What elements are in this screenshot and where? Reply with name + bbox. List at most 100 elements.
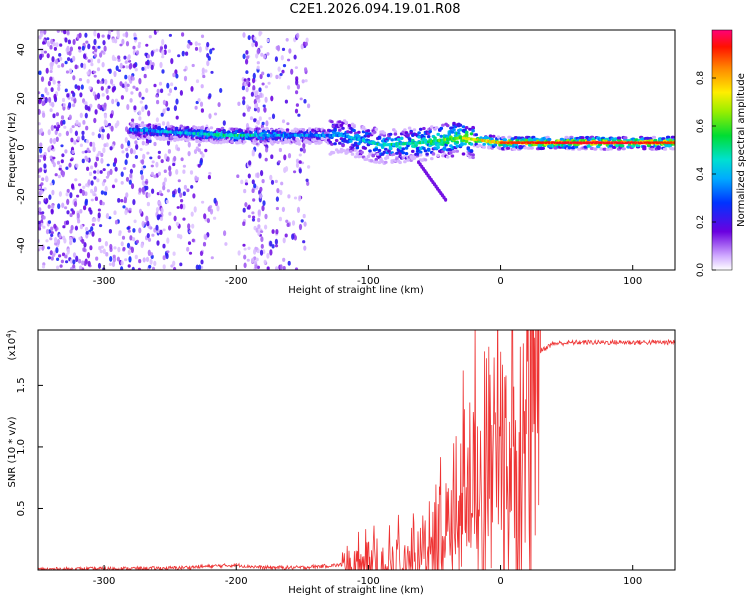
spectrogram-noise-cell bbox=[68, 102, 72, 109]
spectrogram-ridge-cell bbox=[412, 128, 417, 132]
spectrogram-noise-cell bbox=[197, 148, 201, 153]
snr-x-ticks: -300 -200 -100 0 100 bbox=[93, 565, 642, 587]
spectrogram-ridge-cell bbox=[399, 136, 404, 140]
spectrogram-y-tick-label: 0 bbox=[16, 144, 27, 150]
spectrogram-noise-cell bbox=[265, 120, 269, 127]
spectrogram-noise-cell bbox=[122, 246, 126, 251]
spectrogram-noise-cell bbox=[143, 73, 147, 79]
spectrogram-noise-cell bbox=[141, 186, 145, 193]
spectrogram-ridge-cell bbox=[392, 152, 396, 156]
spectrogram-noise-cell bbox=[167, 149, 171, 154]
spectrogram-ridge-cell bbox=[155, 137, 160, 141]
spectrogram-noise-cell bbox=[188, 251, 193, 255]
spectrogram-ridge-cell bbox=[487, 146, 491, 150]
spectrogram-noise-cell bbox=[132, 237, 136, 242]
spectrogram-noise-cell bbox=[120, 199, 124, 203]
spectrogram-ridge-cell bbox=[252, 141, 256, 145]
spectrogram-x-tick-label: -100 bbox=[357, 276, 380, 287]
spectrogram-ridge-cell bbox=[469, 149, 474, 153]
spectrogram-ridge-cell bbox=[195, 139, 199, 143]
spectrogram-noise-cell bbox=[189, 170, 194, 175]
spectrogram-ridge-cell bbox=[564, 135, 569, 139]
spectrogram-noise-cell bbox=[74, 225, 78, 231]
spectrogram-noise-cell bbox=[127, 264, 131, 268]
spectrogram-noise-cell bbox=[90, 62, 94, 67]
spectrogram-noise-cell bbox=[253, 248, 257, 255]
spectrogram-noise-cell bbox=[260, 170, 264, 177]
spectrogram-noise-cell bbox=[295, 158, 300, 164]
spectrogram-noise-cell bbox=[69, 192, 73, 199]
spectrogram-ridge-cell bbox=[363, 146, 368, 150]
spectrogram-ridge-cell bbox=[670, 147, 675, 151]
spectrogram-noise-cell bbox=[153, 174, 157, 179]
spectrogram-noise-cell bbox=[168, 88, 173, 94]
spectrogram-ridge-cell bbox=[341, 144, 345, 148]
spectrogram-ridge-cell bbox=[330, 120, 334, 124]
spectrogram-noise-cell bbox=[252, 72, 256, 80]
spectrogram-noise-cell bbox=[50, 209, 54, 215]
spectrogram-noise-cell bbox=[201, 200, 205, 204]
spectrogram-noise-cell bbox=[102, 40, 106, 46]
spectrogram-noise-cell bbox=[38, 185, 41, 190]
spectrogram-ridge-cell bbox=[471, 153, 475, 157]
spectrogram-ridge-cell bbox=[423, 158, 428, 162]
spectrogram-noise-cell bbox=[120, 260, 124, 266]
spectrogram-noise-cell bbox=[139, 148, 143, 151]
spectrogram-noise-cell bbox=[252, 215, 256, 219]
spectrogram-noise-cell bbox=[162, 99, 166, 105]
spectrogram-noise-cell bbox=[126, 104, 130, 110]
spectrogram-noise-cell bbox=[134, 68, 138, 72]
spectrogram-noise-cell bbox=[81, 238, 85, 244]
spectrogram-noise-cell bbox=[294, 267, 299, 270]
spectrogram-ridge-cell bbox=[339, 123, 344, 127]
spectrogram-ridge-cell bbox=[439, 126, 444, 130]
spectrogram-noise-cell bbox=[146, 54, 151, 59]
spectrogram-noise-cell bbox=[141, 106, 145, 113]
spectrogram-noise-cell bbox=[69, 240, 73, 246]
spectrogram-noise-cell bbox=[262, 200, 266, 206]
spectrogram-noise-cell bbox=[157, 171, 161, 176]
spectrogram-noise-cell bbox=[280, 55, 284, 61]
spectrogram-noise-cell bbox=[293, 235, 297, 241]
spectrogram-noise-cell bbox=[97, 58, 101, 64]
spectrogram-noise-cell bbox=[49, 237, 53, 241]
spectrogram-noise-cell bbox=[183, 75, 188, 82]
spectrogram-noise-cell bbox=[249, 116, 254, 121]
spectrogram-ridge-cell bbox=[242, 140, 247, 144]
spectrogram-noise-cell bbox=[158, 81, 163, 86]
spectrogram-noise-cell bbox=[80, 62, 84, 68]
spectrogram-noise-cell bbox=[306, 181, 310, 186]
spectrogram-noise-cell bbox=[219, 88, 223, 93]
spectrogram-ridge-cell bbox=[608, 147, 614, 151]
spectrogram-noise-cell bbox=[302, 148, 306, 154]
spectrogram-noise-cell bbox=[182, 191, 186, 196]
spectrogram-noise-cell bbox=[125, 31, 129, 38]
spectrogram-noise-cell bbox=[173, 105, 177, 112]
spectrogram-noise-cell bbox=[284, 233, 288, 238]
spectrogram-noise-cell bbox=[42, 225, 46, 229]
spectrogram-noise-cell bbox=[204, 69, 208, 73]
colorbar-tick-label: 0.8 bbox=[696, 71, 706, 86]
spectrogram-noise-cell bbox=[111, 98, 115, 105]
spectrogram-noise-cell bbox=[65, 192, 69, 197]
spectrogram-ridge-cell bbox=[352, 128, 356, 133]
spectrogram-noise-cell bbox=[95, 256, 99, 261]
spectrogram-ridge-cell bbox=[350, 146, 355, 150]
spectrogram-noise-cell bbox=[117, 69, 122, 72]
spectrogram-noise-cell bbox=[250, 257, 255, 264]
spectrogram-noise-cell bbox=[202, 74, 206, 79]
spectrogram-ridge-cell bbox=[439, 134, 444, 138]
spectrogram-noise-cell bbox=[138, 91, 142, 98]
spectrogram-noise-cell bbox=[161, 39, 165, 46]
spectrogram-noise-cell bbox=[277, 160, 281, 164]
spectrogram-noise-cell bbox=[147, 192, 151, 198]
spectrogram-noise-cell bbox=[245, 87, 249, 93]
spectrogram-noise-cell bbox=[240, 179, 244, 185]
spectrogram-noise-cell bbox=[256, 265, 260, 269]
spectrogram-noise-cell bbox=[182, 217, 186, 221]
spectrogram-noise-cell bbox=[117, 55, 121, 60]
spectrogram-noise-cell bbox=[103, 102, 107, 108]
spectrogram-noise-cell bbox=[151, 188, 155, 194]
spectrogram-noise-cell bbox=[123, 167, 127, 170]
